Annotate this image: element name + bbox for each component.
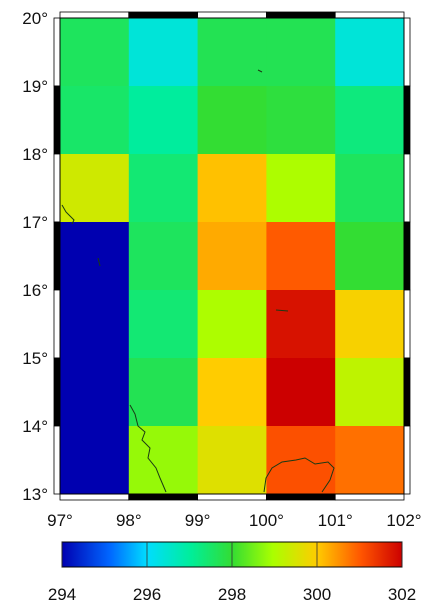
grid-cell: [60, 222, 130, 291]
coastline: [61, 69, 335, 493]
latitude-label: 13°: [22, 485, 48, 504]
grid-cell: [128, 18, 199, 87]
colorbar-ticks: [61, 542, 403, 567]
grid-cell: [335, 18, 405, 87]
latitude-label: 15°: [22, 349, 48, 368]
grid-cell: [60, 358, 130, 427]
latitude-label: 18°: [22, 145, 48, 164]
grid-cell: [335, 426, 405, 495]
frame-segment: [53, 85, 61, 155]
latitude-tick-labels: 13° 14° 15° 16° 17° 18° 19° 20°: [22, 9, 48, 504]
longitude-tick-labels: 97° 98° 99° 100° 101° 102°: [47, 511, 421, 530]
grid-cell: [266, 154, 336, 223]
grid-cell: [266, 358, 336, 427]
frame-segment: [403, 153, 411, 223]
grid-cell: [266, 426, 336, 495]
frame-segment: [403, 85, 411, 155]
grid-cell: [197, 426, 267, 495]
latitude-label: 19°: [22, 77, 48, 96]
grid-cell: [335, 154, 405, 223]
grid-cell: [128, 358, 199, 427]
map-frame: [53, 11, 411, 501]
frame-segment: [403, 221, 411, 291]
grid-cell: [266, 222, 336, 291]
frame-segment: [53, 221, 61, 291]
grid-cell: [128, 222, 199, 291]
frame-segment: [59, 11, 130, 19]
grid-cell: [60, 154, 130, 223]
colorbar-label: 302: [388, 585, 416, 604]
colorbar-label: 294: [48, 585, 76, 604]
frame-segment: [403, 17, 411, 87]
grid-cell: [335, 222, 405, 291]
frame-segment: [403, 425, 411, 495]
grid-cell: [197, 290, 267, 359]
frame-segment: [334, 11, 405, 19]
latitude-label: 14°: [22, 417, 48, 436]
grid-cell: [197, 222, 267, 291]
grid-cell: [60, 86, 130, 155]
frame-segment: [53, 425, 61, 495]
grid-cell: [128, 426, 199, 495]
colorbar-label: 298: [218, 585, 246, 604]
grid-cell: [266, 290, 336, 359]
frame-segment: [403, 289, 411, 359]
longitude-label: 99°: [185, 511, 211, 530]
grid-cell: [335, 86, 405, 155]
latitude-label: 16°: [22, 281, 48, 300]
frame-segment: [197, 493, 267, 501]
grid-cell: [266, 86, 336, 155]
grid-cell: [335, 290, 405, 359]
grid-cell: [60, 426, 130, 495]
temperature-grid: [60, 18, 405, 495]
grid-cell: [128, 86, 199, 155]
grid-cell: [128, 290, 199, 359]
frame-outline: [59, 17, 405, 495]
frame-segment: [53, 17, 61, 87]
grid-cell: [197, 358, 267, 427]
grid-cell: [335, 358, 405, 427]
longitude-label: 98°: [116, 511, 142, 530]
longitude-label: 101°: [318, 511, 353, 530]
grid-cell: [128, 154, 199, 223]
longitude-label: 97°: [47, 511, 73, 530]
frame-segment: [53, 153, 61, 223]
colorbar-label: 300: [303, 585, 331, 604]
frame-segment: [334, 493, 405, 501]
latitude-label: 17°: [22, 213, 48, 232]
colorbar: 294 296 298 300 302: [48, 541, 416, 604]
grid-cell: [197, 154, 267, 223]
frame-segment: [197, 11, 267, 19]
grid-cell: [60, 18, 130, 87]
longitude-label: 100°: [249, 511, 284, 530]
grid-cell: [197, 86, 267, 155]
grid-cell: [197, 18, 267, 87]
grid-cell: [60, 290, 130, 359]
longitude-label: 102°: [386, 511, 421, 530]
frame-segment: [128, 493, 199, 501]
latitude-label: 20°: [22, 9, 48, 28]
frame-segment: [53, 357, 61, 427]
grid-cell: [266, 18, 336, 87]
colorbar-labels: 294 296 298 300 302: [48, 585, 416, 604]
frame-segment: [128, 11, 199, 19]
frame-segment: [403, 357, 411, 427]
colorbar-label: 296: [133, 585, 161, 604]
frame-segment: [265, 493, 336, 501]
frame-segment: [59, 493, 130, 501]
frame-segment: [265, 11, 336, 19]
frame-segment: [53, 289, 61, 359]
